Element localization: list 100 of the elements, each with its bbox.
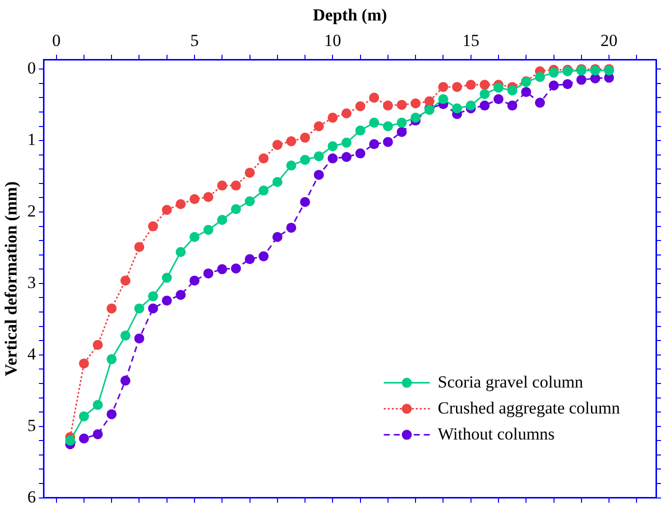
point [120,376,130,386]
point [410,98,421,108]
point [328,141,338,152]
point [148,221,158,232]
point [162,204,172,215]
point [134,242,144,252]
point [466,100,476,111]
point [217,214,228,225]
point [341,152,352,162]
point [244,254,255,264]
point [92,429,103,440]
y-tick-label: 0 [27,58,36,78]
point [314,151,324,162]
x-tick-label: 5 [190,31,199,50]
point [244,196,255,206]
point [534,72,545,82]
point [534,98,545,108]
y-tick-label: 6 [27,487,36,506]
point [300,132,310,143]
point [106,303,117,314]
legend-label: Scoria gravel column [438,372,584,392]
point [78,411,89,422]
point [424,96,434,106]
point [92,400,103,410]
point [162,296,172,306]
point [548,68,559,78]
point [521,86,532,97]
point [120,276,130,286]
point [355,148,366,158]
point [272,232,282,242]
point [466,80,476,90]
point [272,140,282,150]
point [190,194,200,204]
point [203,192,214,202]
point [480,80,490,90]
point [92,340,103,350]
point [162,272,172,283]
point [382,100,393,111]
point [562,79,573,90]
point [410,112,421,123]
y-tick-label: 5 [27,416,36,435]
x-axis-title: Depth (m) [312,6,388,25]
point [493,82,504,93]
point [106,409,117,420]
x-tick-label: 0 [52,31,61,50]
point [341,108,352,118]
point [258,251,269,262]
point [286,160,296,171]
x-tick-label: 15 [462,31,480,50]
point [258,186,269,196]
x-tick-label: 10 [324,31,342,50]
point [314,121,324,132]
point [396,126,407,137]
point [396,118,407,128]
y-tick-label: 4 [27,344,36,364]
point [507,100,518,111]
point [507,86,518,96]
point [134,303,144,314]
point [244,168,255,178]
point [382,136,393,147]
point [286,222,296,233]
x-tick-label: 20 [600,31,618,50]
point [382,121,393,132]
point [355,101,366,112]
point [176,199,186,210]
point [190,276,200,286]
point [286,136,296,146]
point [438,94,448,104]
point [148,303,158,314]
point [452,103,462,114]
point [203,268,214,278]
point [272,176,282,187]
point [230,263,241,274]
point [300,154,310,165]
point [78,358,89,368]
point [258,153,269,164]
point [341,138,352,148]
point [576,74,586,85]
point [65,436,76,446]
legend-label: Without columns [438,424,555,444]
y-tick-label: 1 [27,130,36,150]
point [230,180,241,191]
point [134,333,144,344]
point [217,264,228,274]
point [217,180,228,191]
point [203,224,214,235]
point [106,354,117,364]
point [480,100,490,111]
point [176,247,186,258]
point [328,112,338,123]
y-axis-title: Vertical deformation (mm) [2,181,21,376]
point [230,204,241,214]
point [355,126,366,136]
point [369,92,380,103]
point [452,82,462,92]
y-tick-label: 3 [27,272,36,292]
y-tick-label: 2 [27,201,36,220]
point [396,100,407,110]
point [438,82,448,92]
point [493,94,504,104]
